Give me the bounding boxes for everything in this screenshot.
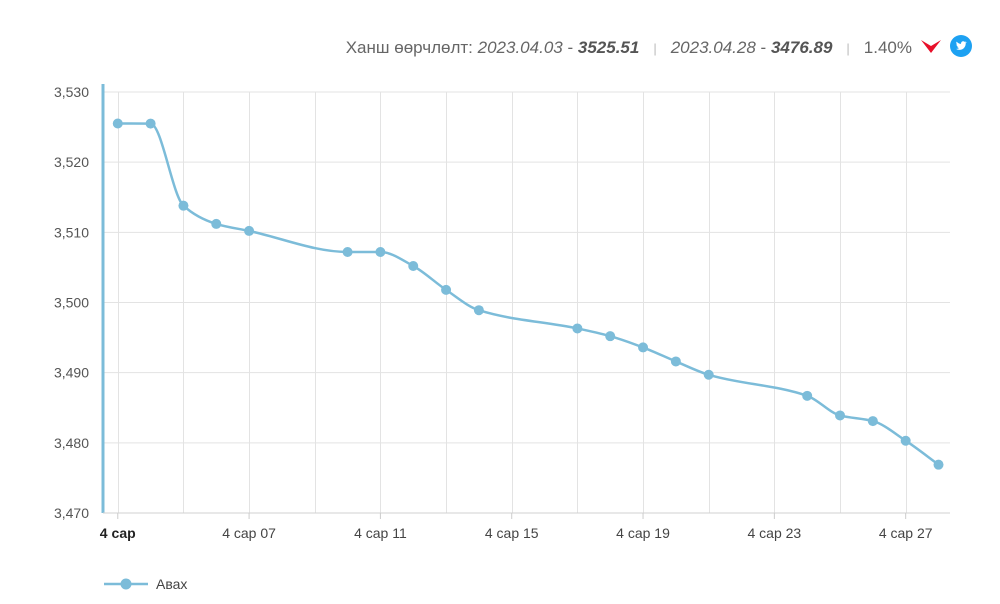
legend-label: Авах [156,576,187,592]
legend-marker [120,578,132,590]
rate-change-header: Ханш өөрчлөлт: 2023.04.03 - 3525.51 | 20… [345,34,972,62]
x-tick-label: 4 сар 23 [748,525,802,541]
data-point [900,435,911,446]
y-tick-label: 3,490 [54,365,89,381]
start-dash: - [567,38,574,57]
data-point [145,118,156,129]
y-tick-label: 3,470 [54,505,89,521]
data-point [244,225,255,236]
start-value: 3525.51 [577,38,640,57]
series-avax [112,118,944,470]
data-point [572,323,583,334]
data-point [178,200,189,211]
end-date: 2023.04.28 [670,38,756,57]
x-tick-label: 4 сар 11 [354,525,407,541]
series-line [117,122,940,466]
chart-grid [103,91,950,514]
y-tick-label: 3,520 [54,154,89,170]
data-point [473,305,484,316]
end-dash: - [760,38,767,57]
data-point [342,246,353,257]
x-tick-label: 4 сар [100,525,136,541]
down-arrow-icon [920,37,942,60]
twitter-icon[interactable] [950,34,972,62]
start-date: 2023.04.03 [477,38,563,57]
data-point [802,390,813,401]
y-tick-label: 3,530 [54,84,89,100]
separator: | [653,40,657,56]
data-point [375,246,386,257]
change-percent: 1.40% [863,38,912,57]
legend[interactable]: Авах [104,576,187,592]
data-point [670,356,681,367]
end-value: 3476.89 [770,38,833,57]
data-point [638,342,649,353]
data-point [441,284,452,295]
data-point [835,410,846,421]
data-point [408,261,419,272]
x-tick-label: 4 сар 19 [616,525,670,541]
x-tick-label: 4 сар 15 [485,525,539,541]
rate-change-label: Ханш өөрчлөлт: [345,38,473,57]
data-point [867,416,878,427]
data-point [605,331,616,342]
y-tick-label: 3,480 [54,435,89,451]
x-axis: 4 сар 4 сар 07 4 сар 11 4 сар 15 4 сар 19 4 с… [100,512,950,541]
separator: | [846,40,850,56]
data-point [933,459,944,470]
y-tick-label: 3,510 [54,224,89,240]
x-tick-label: 4 сар 27 [879,525,933,541]
data-point [211,218,222,229]
y-tick-label: 3,500 [54,295,89,311]
x-tick-label: 4 сар 07 [222,525,276,541]
y-axis: 3,530 3,520 3,510 3,500 3,490 3,480 3,470 [54,84,105,521]
data-point [112,118,123,129]
data-point [703,369,714,380]
